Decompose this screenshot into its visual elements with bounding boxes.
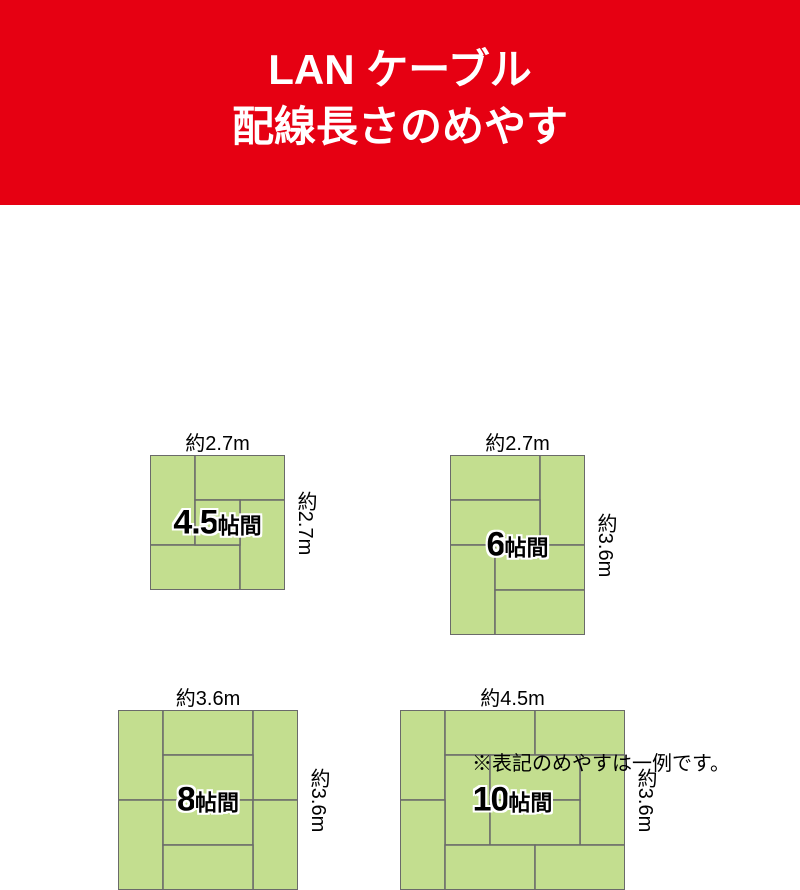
room-r45: 約2.7m約2.7m4.5帖間: [150, 455, 285, 590]
room-size-unit: 帖間: [195, 791, 239, 816]
dim-right: 約3.6m: [631, 768, 660, 832]
dim-top: 約4.5m: [480, 682, 544, 711]
room-size-num: 6: [487, 526, 505, 564]
room-label: 4.5帖間: [173, 503, 261, 542]
dim-right: 約2.7m: [291, 491, 320, 555]
dim-top: 約3.6m: [176, 682, 240, 711]
room-size-num: 4.5: [173, 503, 217, 541]
room-size-unit: 帖間: [508, 791, 552, 816]
room-size-unit: 帖間: [504, 536, 548, 561]
room-r8: 約3.6m約3.6m8帖間: [118, 710, 298, 890]
room-label: 10帖間: [473, 781, 553, 820]
footnote: ※表記のめやすは一例です。: [472, 747, 730, 776]
rooms-container: 約2.7m約2.7m4.5帖間約2.7m約3.6m6帖間約3.6m約3.6m8帖…: [0, 205, 800, 745]
room-r10: 約4.5m約3.6m10帖間: [400, 710, 625, 890]
room-label: 8帖間: [177, 781, 239, 820]
dim-top: 約2.7m: [185, 427, 249, 456]
room-r6: 約2.7m約3.6m6帖間: [450, 455, 585, 635]
dim-top: 約2.7m: [485, 427, 549, 456]
room-label: 6帖間: [487, 526, 549, 565]
room-size-unit: 帖間: [218, 513, 262, 538]
header-line2: 配線長さのめやす: [0, 99, 800, 156]
header-banner: LAN ケーブル 配線長さのめやす: [0, 0, 800, 205]
header-line1: LAN ケーブル: [0, 42, 800, 99]
dim-right: 約3.6m: [304, 768, 333, 832]
dim-right: 約3.6m: [591, 513, 620, 577]
